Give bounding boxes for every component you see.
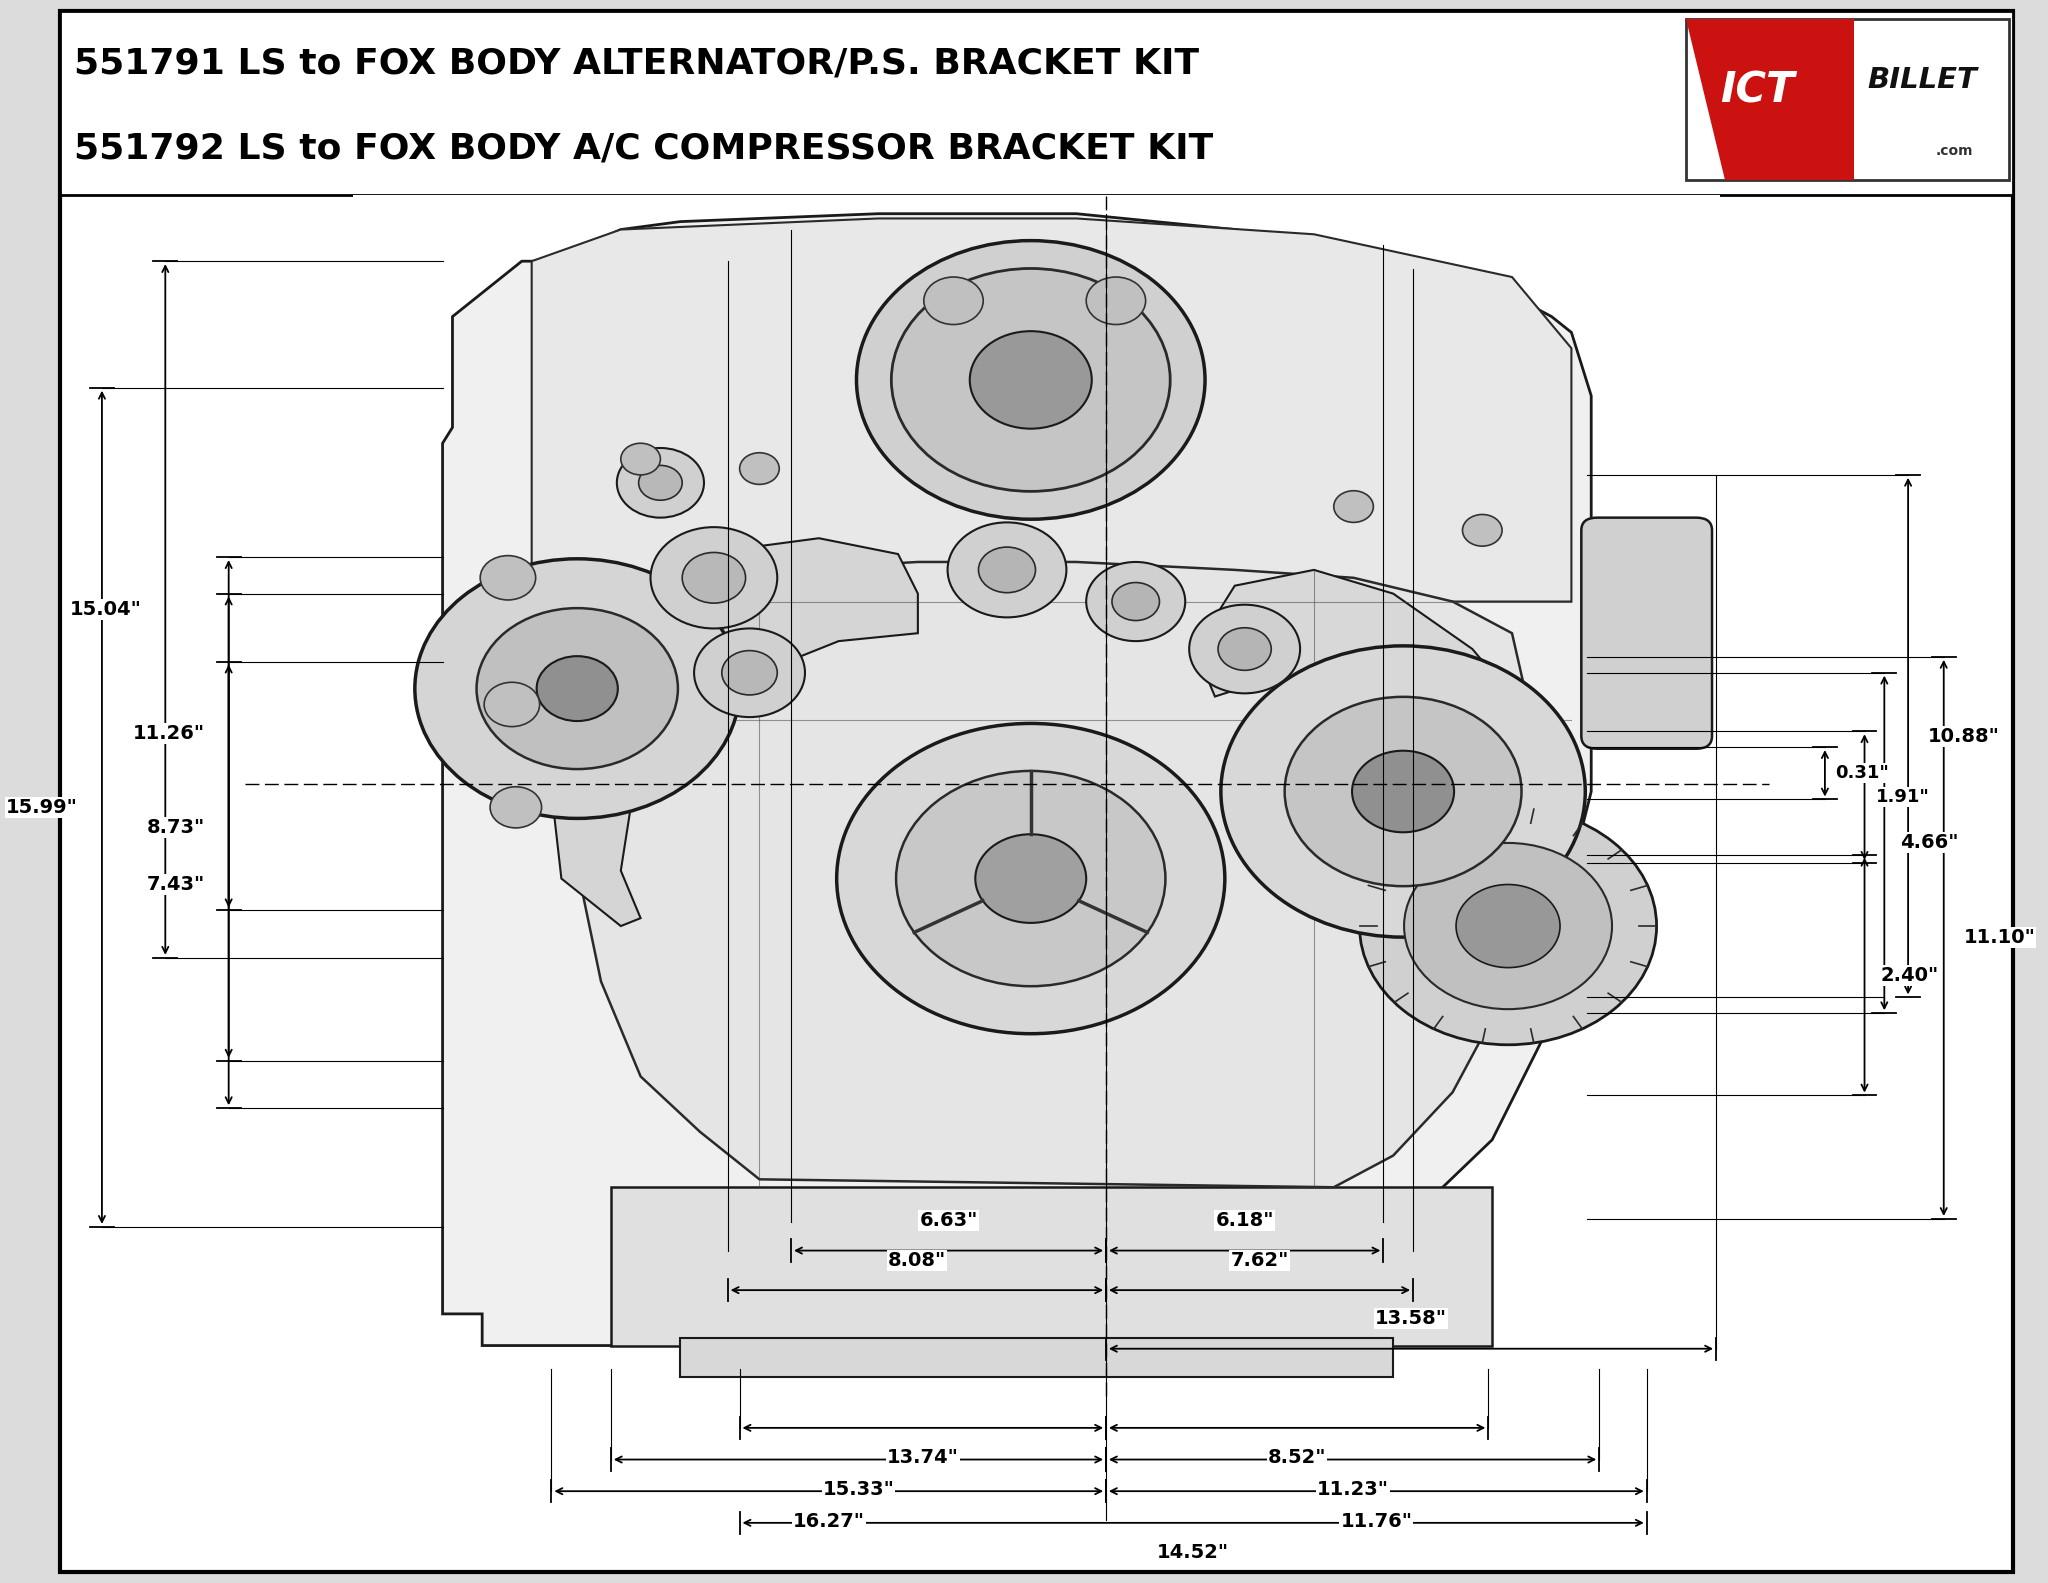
- Text: 4.66": 4.66": [1901, 833, 1958, 853]
- Text: 10.88": 10.88": [1927, 727, 1999, 746]
- Circle shape: [1352, 750, 1454, 833]
- Circle shape: [694, 628, 805, 717]
- Text: 13.58": 13.58": [1374, 1309, 1448, 1328]
- Circle shape: [489, 787, 541, 828]
- Circle shape: [651, 527, 778, 628]
- Text: 6.63": 6.63": [920, 1211, 977, 1230]
- Circle shape: [897, 771, 1165, 986]
- Circle shape: [1456, 885, 1561, 967]
- Text: 11.10": 11.10": [1964, 928, 2036, 948]
- Bar: [901, 309, 1159, 451]
- Polygon shape: [1686, 19, 1853, 180]
- Circle shape: [891, 269, 1169, 491]
- Circle shape: [924, 277, 983, 325]
- Text: 2.40": 2.40": [1880, 966, 1939, 985]
- Circle shape: [483, 682, 539, 727]
- Circle shape: [1360, 807, 1657, 1045]
- Text: 551792 LS to FOX BODY A/C COMPRESSOR BRACKET KIT: 551792 LS to FOX BODY A/C COMPRESSOR BRA…: [74, 131, 1214, 166]
- Text: 13.74": 13.74": [887, 1448, 958, 1467]
- Text: 14.52": 14.52": [1157, 1543, 1229, 1562]
- Text: 11.26": 11.26": [133, 723, 205, 744]
- Circle shape: [616, 448, 705, 518]
- Circle shape: [1221, 646, 1585, 937]
- Circle shape: [721, 651, 778, 695]
- Text: 16.27": 16.27": [793, 1512, 864, 1531]
- Circle shape: [479, 556, 537, 600]
- Text: BILLET: BILLET: [1868, 66, 1976, 95]
- Circle shape: [416, 559, 739, 818]
- Circle shape: [639, 465, 682, 500]
- Text: 15.33": 15.33": [823, 1480, 895, 1499]
- Text: 8.73": 8.73": [147, 817, 205, 837]
- Text: .com: .com: [1935, 144, 1972, 158]
- Circle shape: [1284, 697, 1522, 886]
- Polygon shape: [610, 1187, 1493, 1346]
- Circle shape: [1405, 844, 1612, 1010]
- Text: 6.18": 6.18": [1214, 1211, 1274, 1230]
- Bar: [1686, 19, 2009, 180]
- Circle shape: [1219, 628, 1272, 670]
- Polygon shape: [551, 538, 918, 926]
- Circle shape: [975, 834, 1085, 923]
- Circle shape: [682, 552, 745, 603]
- Text: 8.52": 8.52": [1268, 1448, 1327, 1467]
- Text: 0.31": 0.31": [1835, 765, 1888, 782]
- Circle shape: [1085, 562, 1186, 641]
- Text: 8.08": 8.08": [887, 1251, 946, 1270]
- Polygon shape: [442, 214, 1591, 1346]
- Circle shape: [1085, 277, 1145, 325]
- Polygon shape: [582, 562, 1532, 1187]
- Circle shape: [739, 453, 778, 484]
- Text: 7.43": 7.43": [147, 875, 205, 894]
- Circle shape: [1333, 491, 1374, 522]
- Circle shape: [1112, 583, 1159, 621]
- Polygon shape: [1196, 570, 1511, 760]
- Polygon shape: [532, 218, 1571, 602]
- Circle shape: [1190, 605, 1300, 693]
- Text: ICT: ICT: [1720, 70, 1794, 111]
- Bar: [59, 11, 2013, 195]
- Circle shape: [621, 443, 659, 475]
- Text: 15.04": 15.04": [70, 600, 141, 619]
- Text: 1.91": 1.91": [1876, 788, 1931, 806]
- FancyBboxPatch shape: [1581, 518, 1712, 749]
- Circle shape: [979, 548, 1036, 592]
- Text: 11.76": 11.76": [1339, 1512, 1413, 1531]
- Circle shape: [1462, 514, 1501, 546]
- Text: 11.23": 11.23": [1317, 1480, 1389, 1499]
- Circle shape: [838, 723, 1225, 1034]
- Text: 15.99": 15.99": [6, 798, 78, 817]
- Bar: [354, 195, 1720, 1428]
- Circle shape: [856, 241, 1204, 519]
- Circle shape: [948, 522, 1067, 617]
- Text: 551791 LS to FOX BODY ALTERNATOR/P.S. BRACKET KIT: 551791 LS to FOX BODY ALTERNATOR/P.S. BR…: [74, 46, 1200, 81]
- Circle shape: [537, 657, 618, 722]
- Circle shape: [971, 331, 1092, 429]
- Text: 7.62": 7.62": [1231, 1251, 1288, 1270]
- Circle shape: [477, 608, 678, 769]
- Polygon shape: [680, 1338, 1393, 1377]
